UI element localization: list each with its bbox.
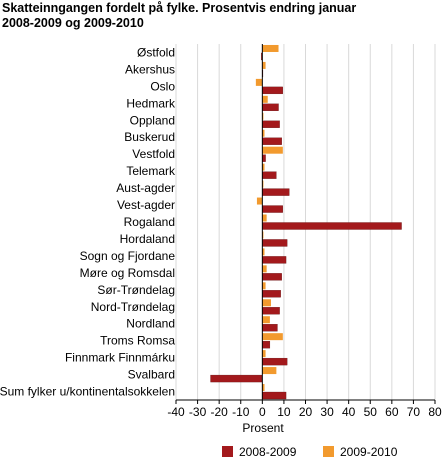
x-tick-label-7: 30 bbox=[320, 405, 334, 419]
category-label-19: Svalbard bbox=[128, 368, 175, 382]
category-label-17: Troms Romsa bbox=[100, 334, 175, 348]
chart-title-line-2: 2008-2009 og 2009-2010 bbox=[2, 16, 144, 30]
bar-2008-2009-18 bbox=[262, 357, 288, 366]
bar-2009-2010-14 bbox=[262, 282, 266, 290]
x-tick-label-4: 0 bbox=[259, 405, 266, 419]
bar-2009-2010-5 bbox=[262, 129, 265, 137]
bar-2008-2009-3 bbox=[262, 103, 279, 111]
bar-2009-2010-20 bbox=[262, 384, 265, 392]
category-label-8: Aust-agder bbox=[116, 181, 175, 195]
x-tick-label-10: 60 bbox=[385, 405, 399, 419]
bar-2009-2010-8 bbox=[262, 180, 264, 188]
legend-swatch-0 bbox=[222, 446, 233, 457]
bar-2009-2010-2 bbox=[255, 78, 263, 86]
bar-2008-2009-8 bbox=[262, 188, 290, 196]
x-tick-label-5: 10 bbox=[277, 405, 291, 419]
category-label-14: Sør-Trøndelag bbox=[97, 283, 175, 297]
category-label-6: Vestfold bbox=[132, 147, 175, 161]
bar-2008-2009-19 bbox=[210, 374, 263, 383]
x-tick-labels: -40 -30 -20 -10 0 10 20 30 40 50 60 70 80 bbox=[167, 405, 442, 419]
category-label-9: Vest-agder bbox=[117, 198, 175, 212]
category-label-15: Nord-Trøndelag bbox=[91, 300, 175, 314]
bar-2008-2009-9 bbox=[262, 205, 283, 213]
bar-2009-2010-7 bbox=[262, 163, 265, 171]
x-tick-label-2: -20 bbox=[210, 405, 228, 419]
bar-2009-2010-12 bbox=[262, 248, 265, 256]
category-label-1: Akershus bbox=[125, 62, 175, 76]
bar-2008-2009-16 bbox=[262, 324, 278, 332]
category-label-16: Nordland bbox=[126, 317, 175, 331]
category-label-10: Rogaland bbox=[124, 215, 175, 229]
category-label-2: Oslo bbox=[150, 79, 175, 93]
bar-2008-2009-5 bbox=[262, 137, 282, 145]
bar-2009-2010-0 bbox=[262, 44, 279, 52]
legend-label-0: 2008-2009 bbox=[239, 445, 297, 459]
category-label-0: Østfold bbox=[137, 45, 175, 59]
bar-2008-2009-17 bbox=[262, 341, 271, 349]
bar-2008-2009-10 bbox=[262, 222, 402, 230]
bar-2008-2009-4 bbox=[262, 120, 280, 128]
bar-2009-2010-15 bbox=[262, 299, 271, 307]
bar-2009-2010-16 bbox=[262, 316, 270, 324]
legend-swatch-1 bbox=[323, 446, 334, 457]
bar-2009-2010-18 bbox=[262, 350, 266, 358]
bar-2008-2009-7 bbox=[262, 171, 277, 179]
chart-title-line-1: Skatteinngangen fordelt på fylke. Prosen… bbox=[2, 1, 357, 15]
category-label-4: Oppland bbox=[130, 113, 175, 127]
x-tick-label-1: -30 bbox=[189, 405, 207, 419]
category-label-18: Finnmark Finnmárku bbox=[65, 351, 175, 365]
x-tick-label-9: 50 bbox=[364, 405, 378, 419]
bar-2008-2009-11 bbox=[262, 239, 288, 247]
bar-2008-2009-13 bbox=[262, 273, 282, 281]
category-label-13: Møre og Romsdal bbox=[80, 266, 175, 280]
bars bbox=[210, 44, 402, 400]
chart-title: Skatteinngangen fordelt på fylke. Prosen… bbox=[2, 1, 442, 31]
bar-2009-2010-10 bbox=[262, 214, 267, 222]
category-label-11: Hordaland bbox=[120, 232, 175, 246]
legend-label-1: 2009-2010 bbox=[340, 445, 398, 459]
bar-2008-2009-2 bbox=[262, 86, 283, 95]
category-labels: Østfold Akershus Oslo Hedmark Oppland Buskeru… bbox=[0, 45, 176, 398]
bar-2008-2009-15 bbox=[262, 307, 280, 315]
x-tick-label-3: -10 bbox=[232, 405, 250, 419]
category-label-7: Telemark bbox=[126, 164, 176, 178]
bar-2009-2010-1 bbox=[262, 61, 266, 69]
bar-2009-2010-19 bbox=[262, 367, 277, 375]
category-label-12: Sogn og Fjordane bbox=[80, 249, 176, 263]
bar-2009-2010-3 bbox=[262, 95, 268, 103]
legend: 2008-2009 2009-2010 bbox=[222, 445, 398, 459]
category-label-20: Sum fylker u/kontinentalsokkelen bbox=[0, 385, 175, 399]
x-axis-label: Prosent bbox=[242, 421, 284, 435]
bar-2008-2009-20 bbox=[262, 391, 287, 400]
bar-2008-2009-12 bbox=[262, 256, 287, 264]
category-label-5: Buskerud bbox=[124, 130, 175, 144]
x-tick-label-6: 20 bbox=[299, 405, 313, 419]
bar-2009-2010-13 bbox=[262, 265, 267, 273]
bar-2009-2010-11 bbox=[262, 231, 264, 239]
axes bbox=[175, 44, 436, 404]
bar-2009-2010-17 bbox=[262, 333, 283, 341]
gridlines bbox=[175, 44, 436, 400]
bar-2009-2010-9 bbox=[256, 197, 263, 205]
x-tick-label-12: 80 bbox=[428, 405, 442, 419]
category-label-3: Hedmark bbox=[126, 96, 176, 110]
x-tick-label-11: 70 bbox=[407, 405, 421, 419]
x-tick-label-8: 40 bbox=[342, 405, 356, 419]
x-tick-label-0: -40 bbox=[167, 405, 185, 419]
bar-2009-2010-6 bbox=[262, 146, 283, 154]
bar-2008-2009-14 bbox=[262, 290, 281, 298]
bar-2009-2010-4 bbox=[262, 112, 264, 120]
